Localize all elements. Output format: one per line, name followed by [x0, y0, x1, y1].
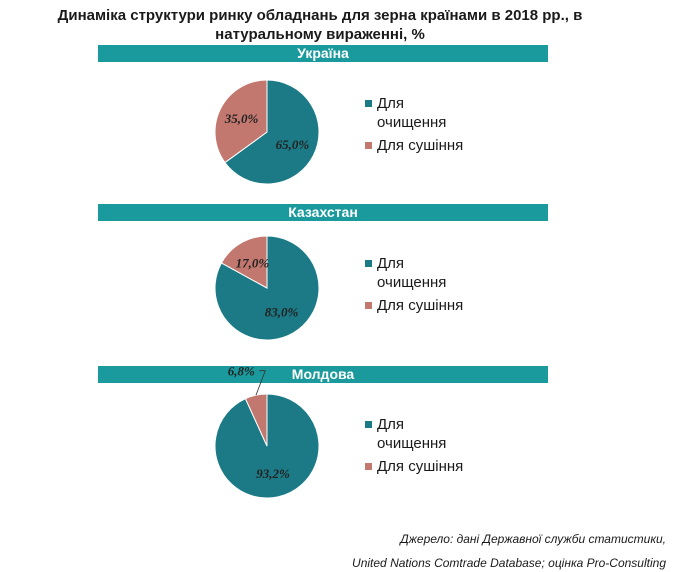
country-title: Казахстан	[288, 204, 358, 220]
pie-slice-cleaning	[224, 79, 320, 185]
pie-slice-drying	[220, 235, 268, 289]
data-label-drying: 35,0%	[224, 111, 259, 126]
pie-chart-kazakhstan: 83,0% 17,0%	[214, 235, 320, 341]
legend-swatch-cleaning	[365, 421, 372, 428]
legend-label-cleaning: Для очищення	[377, 95, 447, 131]
legend-item-drying: Для сушіння	[365, 457, 477, 476]
legend-label-cleaning: Для очищення	[377, 416, 447, 452]
source-note-line2: United Nations Comtrade Database; оцінка…	[352, 556, 666, 570]
pie-slice-drying	[214, 79, 268, 164]
pie-slice-drying	[244, 393, 268, 447]
data-label-drying: 6,8%	[228, 364, 255, 379]
legend-item-cleaning: Для очищення	[365, 94, 477, 132]
chart-title: Динаміка структури ринку обладнань для з…	[57, 7, 583, 43]
country-band-kazakhstan: Казахстан	[98, 204, 548, 221]
legend-kazakhstan: Для очищення Для сушіння	[365, 254, 477, 315]
legend-swatch-cleaning	[365, 260, 372, 267]
legend-swatch-drying	[365, 302, 372, 309]
country-band-ukraine: Україна	[98, 45, 548, 62]
data-label-cleaning: 65,0%	[276, 137, 310, 152]
pie-chart-moldova: 93,2% 6,8%	[214, 364, 320, 499]
country-band-moldova: Молдова	[98, 366, 548, 383]
legend-item-drying: Для сушіння	[365, 136, 477, 155]
data-label-cleaning: 83,0%	[265, 305, 299, 320]
legend-label-drying: Для сушіння	[377, 458, 464, 475]
country-title: Україна	[297, 45, 349, 61]
legend-swatch-drying	[365, 142, 372, 149]
data-label-cleaning: 93,2%	[256, 466, 290, 481]
legend-ukraine: Для очищення Для сушіння	[365, 94, 477, 155]
pie-chart-ukraine: 65,0% 35,0%	[214, 79, 320, 185]
legend-label-cleaning: Для очищення	[377, 255, 447, 291]
data-label-drying: 17,0%	[236, 255, 270, 270]
legend-swatch-drying	[365, 463, 372, 470]
legend-label-drying: Для сушіння	[377, 297, 464, 314]
country-title: Молдова	[291, 366, 355, 382]
source-note-line1: Джерело: дані Державної служби статистик…	[400, 532, 666, 546]
legend-swatch-cleaning	[365, 100, 372, 107]
legend-item-cleaning: Для очищення	[365, 254, 477, 292]
leader-line	[255, 370, 266, 396]
legend-label-drying: Для сушіння	[377, 137, 464, 154]
legend-item-cleaning: Для очищення	[365, 415, 477, 453]
legend-item-drying: Для сушіння	[365, 296, 477, 315]
legend-moldova: Для очищення Для сушіння	[365, 415, 477, 476]
